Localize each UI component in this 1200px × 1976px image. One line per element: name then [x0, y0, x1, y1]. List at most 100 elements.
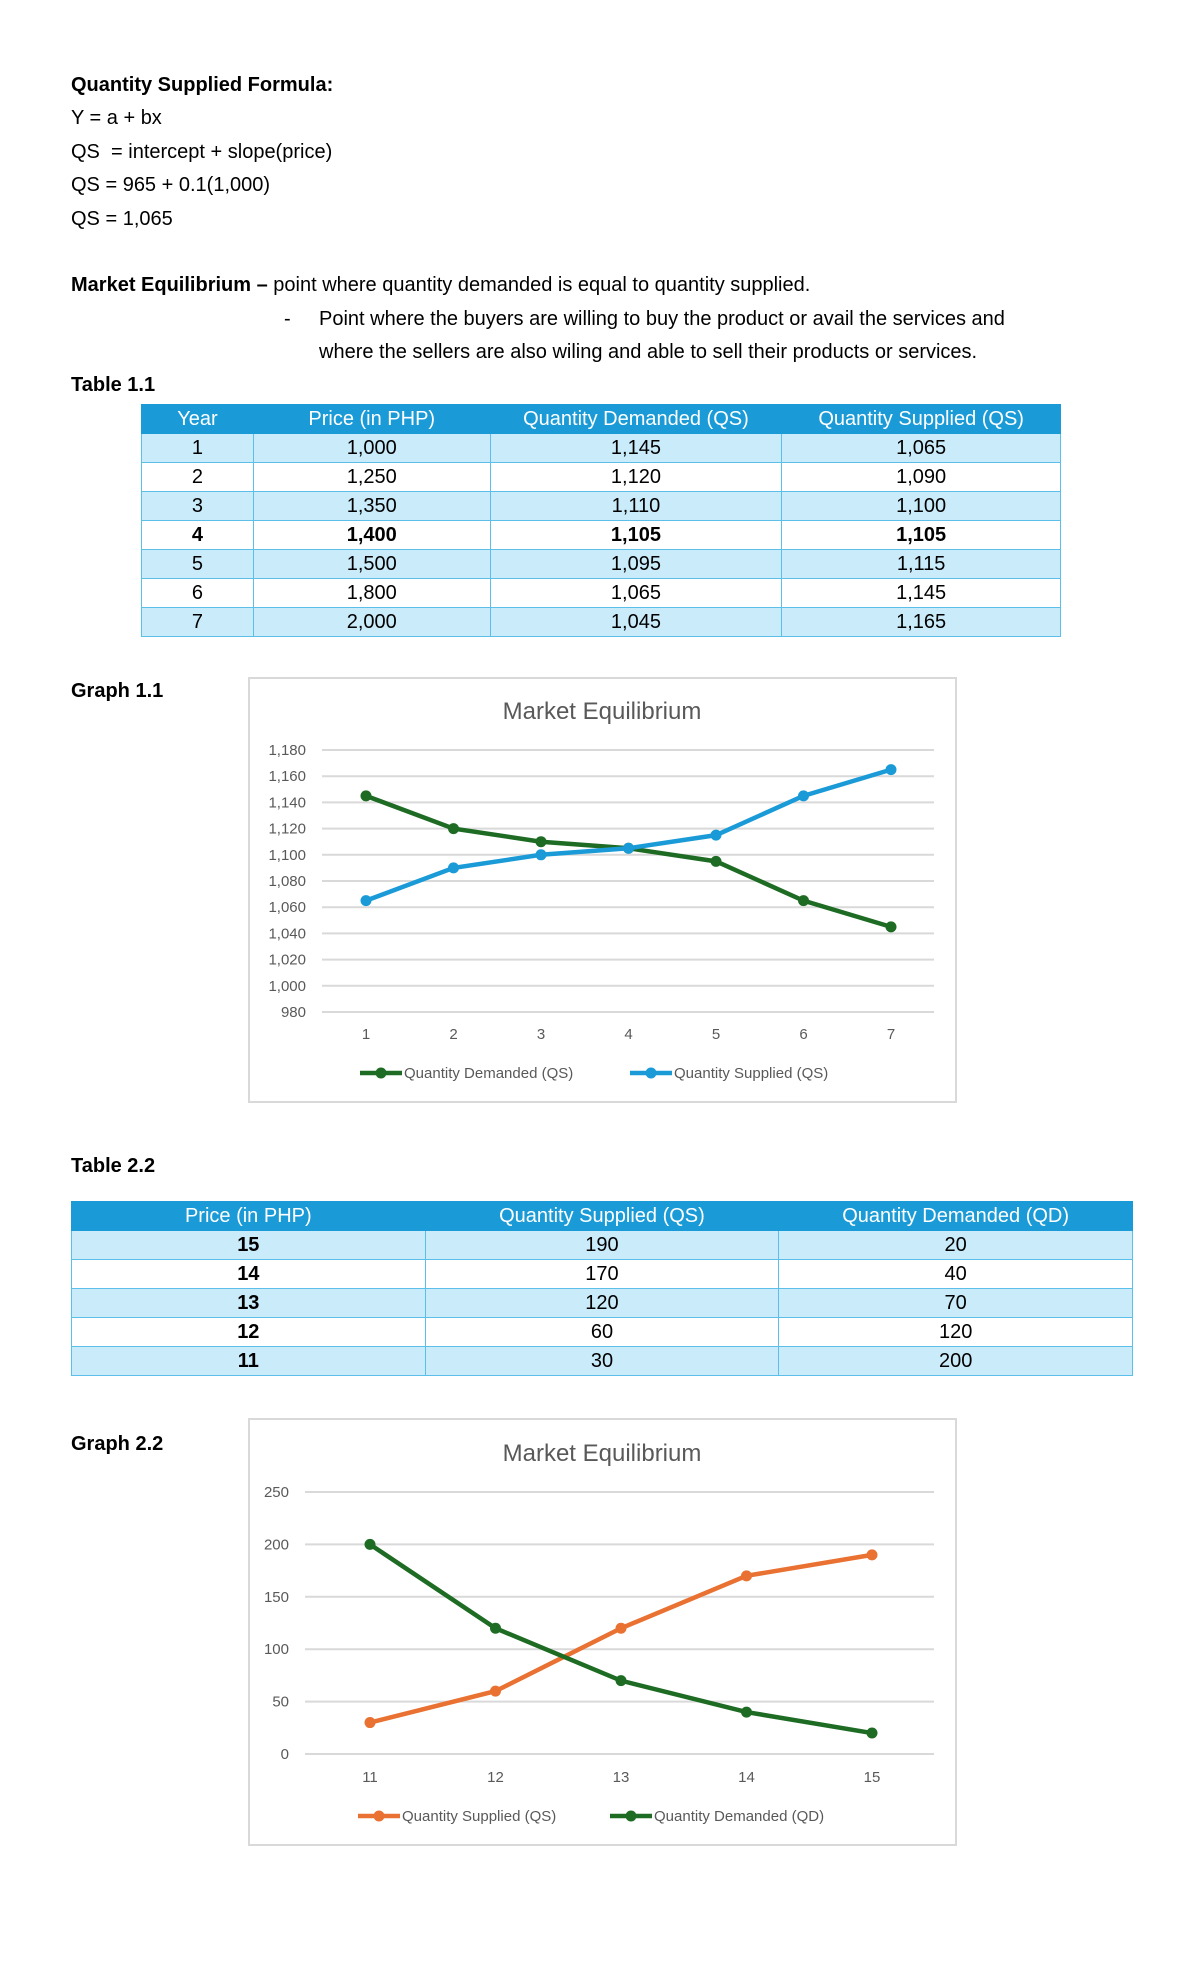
table-cell: 1,500 [252, 549, 491, 579]
table-cell: 1,165 [781, 607, 1061, 637]
y-tick-label: 1,060 [268, 899, 306, 916]
x-tick-label: 1 [362, 1026, 370, 1043]
formula-line: QS = 965 + 0.1(1,000) [71, 174, 271, 196]
column-header: Quantity Supplied (QS) [781, 404, 1061, 434]
formula-line: QS = intercept + slope(price) [71, 141, 333, 163]
legend-marker [625, 1810, 637, 1822]
formula-line: Y = a + bx [71, 107, 162, 129]
x-tick-label: 13 [613, 1769, 630, 1786]
table-row: 2 1,250 1,120 1,090 [141, 462, 1061, 492]
data-point [798, 895, 809, 907]
table-header-row: Price (in PHP) Quantity Supplied (QS) Quan… [71, 1201, 1133, 1231]
table-row: 4 1,400 1,105 1,105 [141, 520, 1061, 550]
column-header: Quantity Demanded (QS) [489, 404, 783, 434]
bullet-dash: - [284, 308, 291, 330]
table-cell: 5 [141, 549, 254, 579]
table-cell: 1,350 [252, 491, 491, 521]
formula-heading: Quantity Supplied Formula: [71, 74, 334, 96]
equilibrium-term: Market Equilibrium – [71, 274, 268, 296]
chart-1-container: Market Equilibrium 980 1,000 1,020 1,040 1,06… [248, 677, 957, 1103]
table-cell: 11 [71, 1346, 426, 1376]
column-header: Year [141, 404, 254, 434]
table-cell: 1,095 [489, 549, 783, 579]
data-point [364, 1717, 376, 1729]
table-cell: 6 [141, 578, 254, 608]
table-2-2: Price (in PHP) Quantity Supplied (QS) Quan… [71, 1201, 1133, 1376]
y-tick-label: 250 [264, 1484, 289, 1501]
column-header: Quantity Supplied (QS) [424, 1201, 780, 1231]
data-point [490, 1685, 501, 1697]
table-cell: 1,105 [781, 520, 1061, 550]
table-cell: 1,065 [489, 578, 783, 608]
y-tick-label: 100 [264, 1641, 289, 1658]
data-point [360, 895, 372, 907]
table1-label: Table 1.1 [71, 374, 156, 396]
y-tick-label: 150 [264, 1589, 289, 1606]
y-tick-label: 0 [281, 1746, 289, 1763]
table-cell: 1 [141, 433, 254, 463]
y-tick-label: 1,100 [268, 847, 306, 864]
chart-title: Market Equilibrium [503, 698, 702, 725]
table-cell: 4 [141, 520, 254, 550]
table-row: 13 120 70 [71, 1288, 1133, 1318]
y-tick-label: 1,120 [268, 821, 306, 838]
y-tick-label: 980 [281, 1004, 306, 1021]
table-cell: 1,800 [252, 578, 491, 608]
table-row: 7 2,000 1,045 1,165 [141, 607, 1061, 637]
table-cell: 1,045 [489, 607, 783, 637]
table-cell: 60 [424, 1317, 780, 1347]
column-header: Price (in PHP) [252, 404, 491, 434]
table-cell: 13 [71, 1288, 426, 1318]
x-tick-label: 7 [887, 1026, 895, 1043]
x-tick-label: 2 [449, 1026, 457, 1043]
table-row: 1 1,000 1,145 1,065 [141, 433, 1061, 463]
table-cell: 1,065 [781, 433, 1061, 463]
table-row: 14 170 40 [71, 1259, 1133, 1289]
data-point [798, 790, 809, 802]
x-tick-label: 3 [537, 1026, 545, 1043]
data-point [866, 1549, 878, 1561]
data-point [741, 1570, 752, 1582]
chart-title: Market Equilibrium [503, 1440, 702, 1467]
x-tick-label: 12 [487, 1769, 504, 1786]
legend-marker [645, 1067, 657, 1079]
data-point [448, 823, 459, 835]
equilibrium-text: point where quantity demanded is equal t… [267, 274, 811, 296]
x-tick-label: 6 [799, 1026, 807, 1043]
table-cell: 1,120 [489, 462, 783, 492]
y-tick-label: 1,180 [268, 742, 306, 759]
data-point [885, 764, 897, 776]
data-point [710, 829, 722, 841]
table-cell: 12 [71, 1317, 426, 1347]
table-row: 11 30 200 [71, 1346, 1133, 1376]
x-tick-label: 5 [712, 1026, 720, 1043]
y-tick-label: 1,140 [268, 794, 306, 811]
table-row: 5 1,500 1,095 1,115 [141, 549, 1061, 579]
y-tick-label: 1,020 [268, 952, 306, 969]
formula-line: QS = 1,065 [71, 208, 173, 230]
table-cell: 1,115 [781, 549, 1061, 579]
data-point [448, 862, 459, 874]
y-tick-label: 1,000 [268, 978, 306, 995]
table-cell: 14 [71, 1259, 426, 1289]
table-cell: 15 [71, 1230, 426, 1260]
data-point [535, 849, 547, 861]
chart-2-container: Market Equilibrium 0 50 100 150 200 250 11 12 13 1… [248, 1418, 957, 1846]
data-point [615, 1622, 627, 1634]
x-tick-label: 15 [864, 1769, 881, 1786]
legend-marker [375, 1067, 387, 1079]
table-cell: 1,100 [781, 491, 1061, 521]
series-line [369, 1552, 873, 1725]
data-point [360, 790, 372, 802]
table-cell: 1,090 [781, 462, 1061, 492]
table-cell: 2 [141, 462, 254, 492]
y-tick-label: 50 [272, 1694, 289, 1711]
graph2-label: Graph 2.2 [71, 1433, 164, 1455]
table-cell: 1,145 [489, 433, 783, 463]
data-point [615, 1675, 627, 1687]
data-point [490, 1622, 501, 1634]
table-cell: 1,250 [252, 462, 491, 492]
data-point [364, 1538, 376, 1550]
table-cell: 1,145 [781, 578, 1061, 608]
column-header: Price (in PHP) [71, 1201, 426, 1231]
